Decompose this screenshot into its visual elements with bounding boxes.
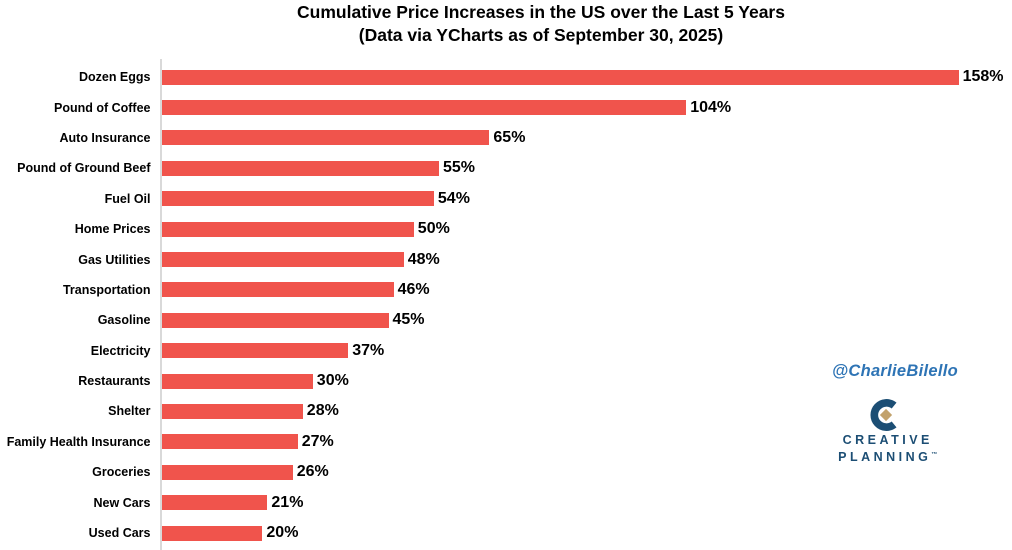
value-label: 27%: [301, 432, 334, 450]
bar-chart: Dozen Eggs 158% Pound of Coffee 104% Aut…: [0, 59, 1012, 550]
bar-row: Dozen Eggs 158%: [0, 62, 1012, 92]
bar: [161, 495, 268, 511]
bar: [161, 343, 349, 359]
bar: [161, 69, 959, 85]
value-label: 158%: [962, 68, 1004, 86]
category-label: Shelter: [108, 404, 151, 419]
category-label: Gasoline: [97, 313, 151, 328]
bar: [161, 464, 293, 480]
value-label: 46%: [397, 280, 430, 298]
bar: [161, 434, 298, 450]
category-label: Used Cars: [88, 526, 151, 541]
bar: [161, 403, 303, 419]
bar-row: Pound of Ground Beef 55%: [0, 153, 1012, 183]
bar: [161, 312, 389, 328]
category-cell: Electricity: [0, 344, 162, 358]
author-watermark: @CharlieBilello: [831, 362, 959, 380]
category-label: New Cars: [93, 495, 151, 510]
bar: [161, 282, 394, 298]
category-cell: Transportation: [0, 283, 162, 297]
bar-row: Home Prices 50%: [0, 214, 1012, 244]
bars: Dozen Eggs 158% Pound of Coffee 104% Aut…: [0, 62, 1012, 548]
bar: [161, 130, 490, 146]
category-label: Family Health Insurance: [6, 434, 151, 449]
value-label: 45%: [392, 311, 425, 329]
value-label: 37%: [352, 341, 385, 359]
value-label: 30%: [316, 372, 349, 390]
category-label: Pound of Ground Beef: [17, 161, 151, 176]
logo-text-creative: CREATIVE: [842, 433, 933, 447]
category-label: Transportation: [62, 282, 151, 297]
category-cell: Groceries: [0, 465, 162, 479]
bar-row: Electricity 37%: [0, 336, 1012, 366]
category-label: Electricity: [90, 343, 151, 358]
category-cell: Pound of Coffee: [0, 101, 162, 115]
logo-c-shape: [870, 399, 897, 431]
category-label: Gas Utilities: [78, 252, 151, 267]
bar: [161, 252, 404, 268]
category-label: Auto Insurance: [59, 130, 151, 145]
logo-text-planning: PLANNING™: [838, 449, 938, 464]
category-cell: Used Cars: [0, 526, 162, 540]
chart-title-line1: Cumulative Price Increases in the US ove…: [297, 2, 785, 22]
y-axis-line: [160, 59, 162, 550]
bar: [161, 191, 434, 207]
category-label: Restaurants: [78, 374, 151, 389]
bar-row: Restaurants 30%: [0, 366, 1012, 396]
category-cell: Gas Utilities: [0, 253, 162, 267]
bar-row: New Cars 21%: [0, 487, 1012, 517]
creative-planning-monogram-icon: [810, 397, 962, 433]
category-cell: Auto Insurance: [0, 131, 162, 145]
creative-planning-logo: CREATIVE PLANNING™: [810, 397, 962, 464]
bar-row: Used Cars 20%: [0, 518, 1012, 548]
bar-row: Gasoline 45%: [0, 305, 1012, 335]
category-label: Fuel Oil: [104, 191, 151, 206]
value-label: 104%: [690, 98, 732, 116]
category-cell: New Cars: [0, 496, 162, 510]
category-label: Groceries: [92, 465, 151, 480]
chart-title: Cumulative Price Increases in the US ove…: [70, 1, 1012, 47]
value-label: 20%: [266, 524, 299, 542]
bar-row: Shelter 28%: [0, 396, 1012, 426]
category-cell: Shelter: [0, 404, 162, 418]
logo-diamond: [879, 408, 893, 422]
category-label: Home Prices: [74, 222, 151, 237]
value-label: 50%: [417, 220, 450, 238]
category-cell: Restaurants: [0, 374, 162, 388]
bar: [161, 525, 263, 541]
category-cell: Pound of Ground Beef: [0, 161, 162, 175]
value-label: 48%: [407, 250, 440, 268]
bar-row: Groceries 26%: [0, 457, 1012, 487]
value-label: 26%: [296, 463, 329, 481]
value-label: 28%: [306, 402, 339, 420]
bar-row: Fuel Oil 54%: [0, 184, 1012, 214]
bar: [161, 221, 414, 237]
category-cell: Dozen Eggs: [0, 70, 162, 84]
bar-row: Gas Utilities 48%: [0, 244, 1012, 274]
category-cell: Fuel Oil: [0, 192, 162, 206]
category-cell: Family Health Insurance: [0, 435, 162, 449]
bar: [161, 100, 687, 116]
value-label: 55%: [443, 159, 476, 177]
bar: [161, 160, 439, 176]
value-label: 65%: [493, 128, 526, 146]
category-label: Pound of Coffee: [53, 100, 151, 115]
bar: [161, 373, 313, 389]
category-label: Dozen Eggs: [78, 70, 151, 85]
category-cell: Home Prices: [0, 222, 162, 236]
category-cell: Gasoline: [0, 313, 162, 327]
value-label: 54%: [437, 189, 470, 207]
bar-row: Pound of Coffee 104%: [0, 92, 1012, 122]
value-label: 21%: [271, 493, 304, 511]
bar-row: Family Health Insurance 27%: [0, 427, 1012, 457]
bar-row: Auto Insurance 65%: [0, 123, 1012, 153]
chart-title-line2: (Data via YCharts as of September 30, 20…: [358, 25, 724, 45]
bar-row: Transportation 46%: [0, 275, 1012, 305]
trademark-mark: ™: [931, 451, 938, 458]
